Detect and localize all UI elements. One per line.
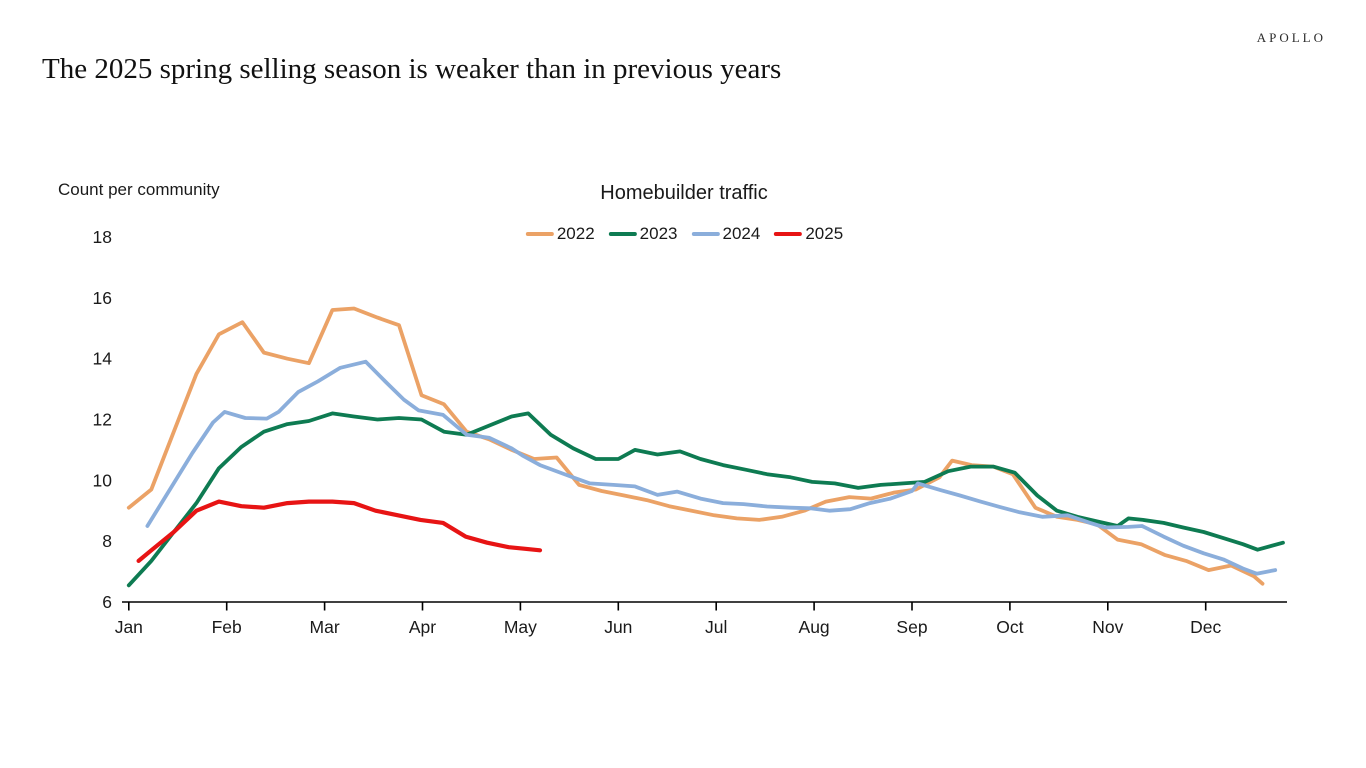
y-tick-label: 18 [93, 227, 112, 247]
x-tick-label: Jun [604, 617, 632, 637]
legend-item-2025: 2025 [773, 224, 843, 244]
y-axis-title: Count per community [58, 180, 220, 199]
legend-label-2024: 2024 [722, 224, 761, 243]
page-title: The 2025 spring selling season is weaker… [42, 53, 782, 85]
x-tick-label: Sep [896, 617, 927, 637]
y-tick-label: 6 [102, 592, 112, 612]
x-tick-label: Feb [212, 617, 242, 637]
x-tick-label: May [504, 617, 537, 637]
x-tick-label: Apr [409, 617, 436, 637]
chart-title: Homebuilder traffic [600, 182, 768, 204]
x-tick-label: Jan [115, 617, 143, 637]
legend-label-2023: 2023 [639, 224, 678, 243]
x-tick-label: Oct [996, 617, 1023, 637]
legend-swatch-2025 [774, 232, 803, 236]
legend-swatch-2023 [608, 232, 637, 236]
x-tick-label: Dec [1190, 617, 1221, 637]
y-tick-label: 14 [93, 349, 113, 369]
y-tick-label: 10 [93, 470, 113, 490]
x-tick-label: Jul [705, 617, 727, 637]
legend-label-2025: 2025 [805, 224, 844, 243]
series-line-2022 [126, 306, 1265, 586]
apollo-logo: APOLLO [1256, 30, 1326, 45]
legend-label-2022: 2022 [556, 224, 595, 243]
y-tick-label: 12 [93, 409, 112, 429]
x-tick-label: Aug [799, 617, 830, 637]
legend-swatch-2024 [691, 232, 720, 236]
x-tick-label: Nov [1092, 617, 1123, 637]
legend-item-2022: 2022 [525, 224, 595, 244]
chart-legend: 2022 2023 2024 2025 [525, 224, 843, 244]
y-tick-label: 8 [102, 531, 112, 551]
legend-item-2023: 2023 [608, 224, 678, 244]
legend-item-2024: 2024 [691, 224, 761, 244]
series-line-2025 [136, 499, 543, 564]
y-tick-label: 16 [93, 288, 112, 308]
legend-swatch-2022 [525, 232, 554, 236]
x-tick-label: Mar [310, 617, 340, 637]
series-line-2024 [145, 359, 1278, 576]
